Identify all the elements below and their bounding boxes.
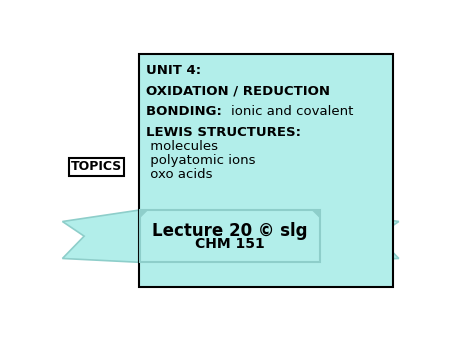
Text: OXIDATION / REDUCTION: OXIDATION / REDUCTION — [146, 84, 330, 97]
FancyBboxPatch shape — [139, 54, 393, 287]
Text: molecules: molecules — [146, 140, 218, 153]
Polygon shape — [320, 210, 399, 262]
Text: polyatomic ions: polyatomic ions — [146, 154, 256, 167]
Text: LEWIS STRUCTURES:: LEWIS STRUCTURES: — [146, 126, 301, 139]
Text: ionic and covalent: ionic and covalent — [231, 105, 354, 118]
Polygon shape — [312, 210, 320, 218]
Text: BONDING:: BONDING: — [146, 105, 231, 118]
FancyBboxPatch shape — [140, 210, 320, 262]
Text: UNIT 4:: UNIT 4: — [146, 64, 201, 77]
Text: Lecture 20 © slg: Lecture 20 © slg — [152, 222, 308, 240]
FancyBboxPatch shape — [69, 158, 124, 176]
Polygon shape — [63, 210, 140, 262]
Text: TOPICS: TOPICS — [71, 160, 122, 173]
Text: oxo acids: oxo acids — [146, 168, 213, 180]
Polygon shape — [140, 210, 148, 218]
Text: CHM 151: CHM 151 — [195, 237, 265, 251]
